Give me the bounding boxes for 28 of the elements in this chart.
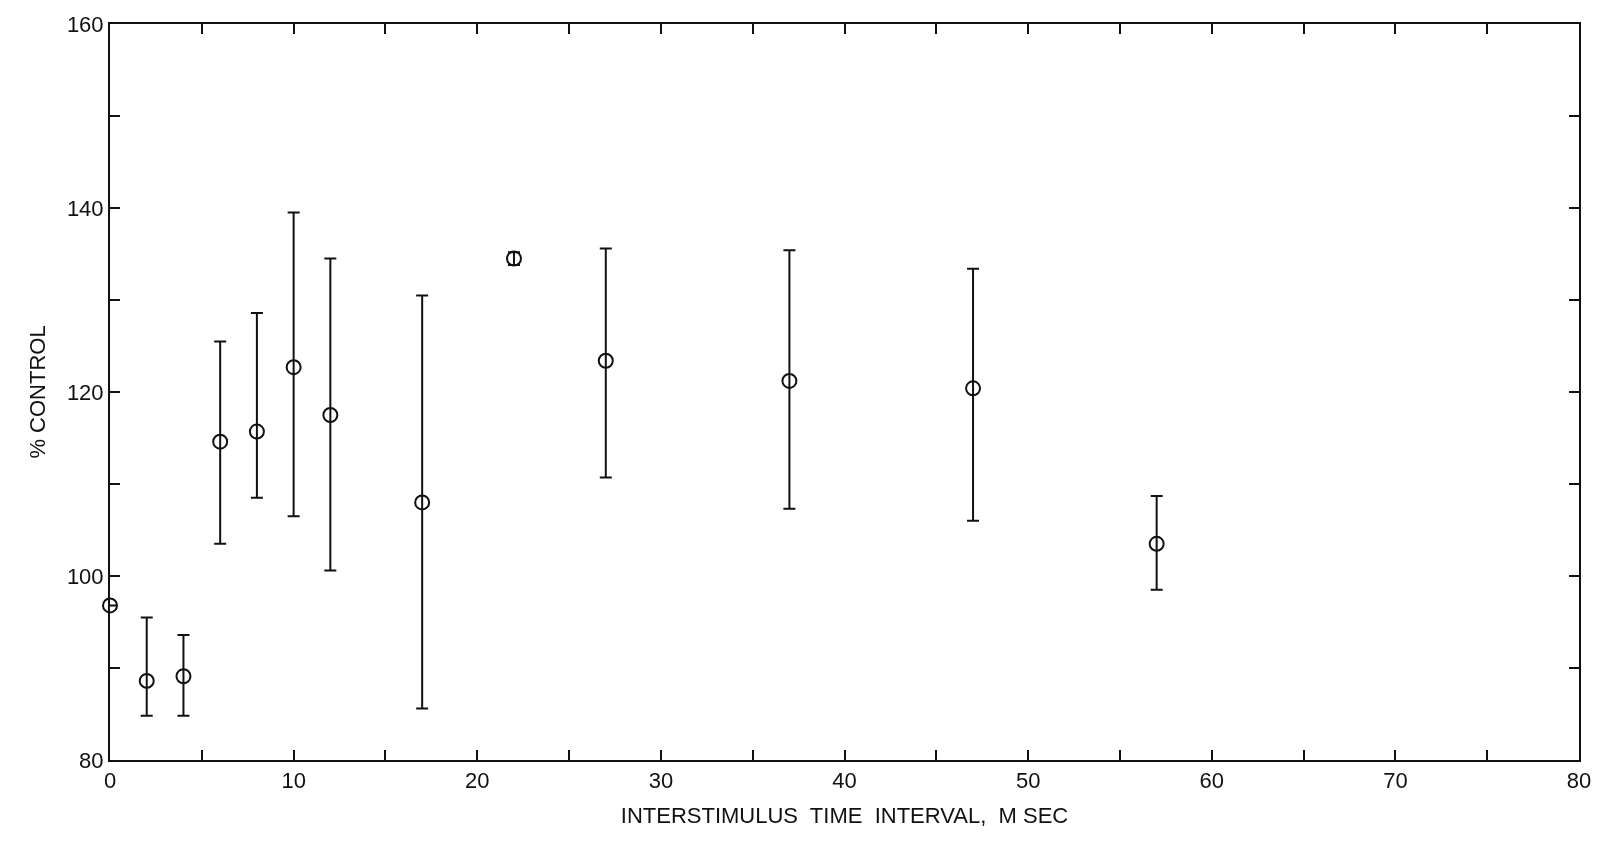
x-tick-label: 10	[281, 768, 306, 794]
point	[597, 352, 614, 369]
y-tick-label: 160	[66, 11, 104, 37]
point	[781, 372, 798, 389]
point	[1148, 535, 1165, 552]
point	[414, 494, 431, 511]
x-tick-label: 50	[1015, 768, 1041, 794]
y-tick-label: 140	[66, 195, 104, 221]
point	[175, 668, 192, 685]
point	[248, 423, 265, 440]
x-axis-title: INTERSTIMULUS TIME INTERVAL, M SEC	[620, 802, 1069, 828]
y-tick-label: 120	[66, 379, 104, 405]
x-tick-label: 40	[832, 768, 857, 794]
point	[102, 597, 118, 614]
point	[965, 380, 982, 397]
point	[285, 359, 302, 376]
x-tick-label: 80	[1566, 768, 1592, 794]
x-tick-label: 70	[1383, 768, 1408, 794]
y-tick-label: 100	[66, 563, 104, 589]
point	[322, 407, 339, 423]
point	[138, 672, 155, 689]
y-axis-title: % CONTROL	[25, 325, 51, 459]
point	[212, 433, 229, 450]
x-tick-label: 20	[465, 768, 490, 794]
x-tick-label: 60	[1199, 768, 1224, 794]
x-tick-label: 30	[648, 768, 674, 794]
x-tick-label: 0	[103, 768, 117, 794]
y-tick-label: 80	[79, 747, 104, 773]
